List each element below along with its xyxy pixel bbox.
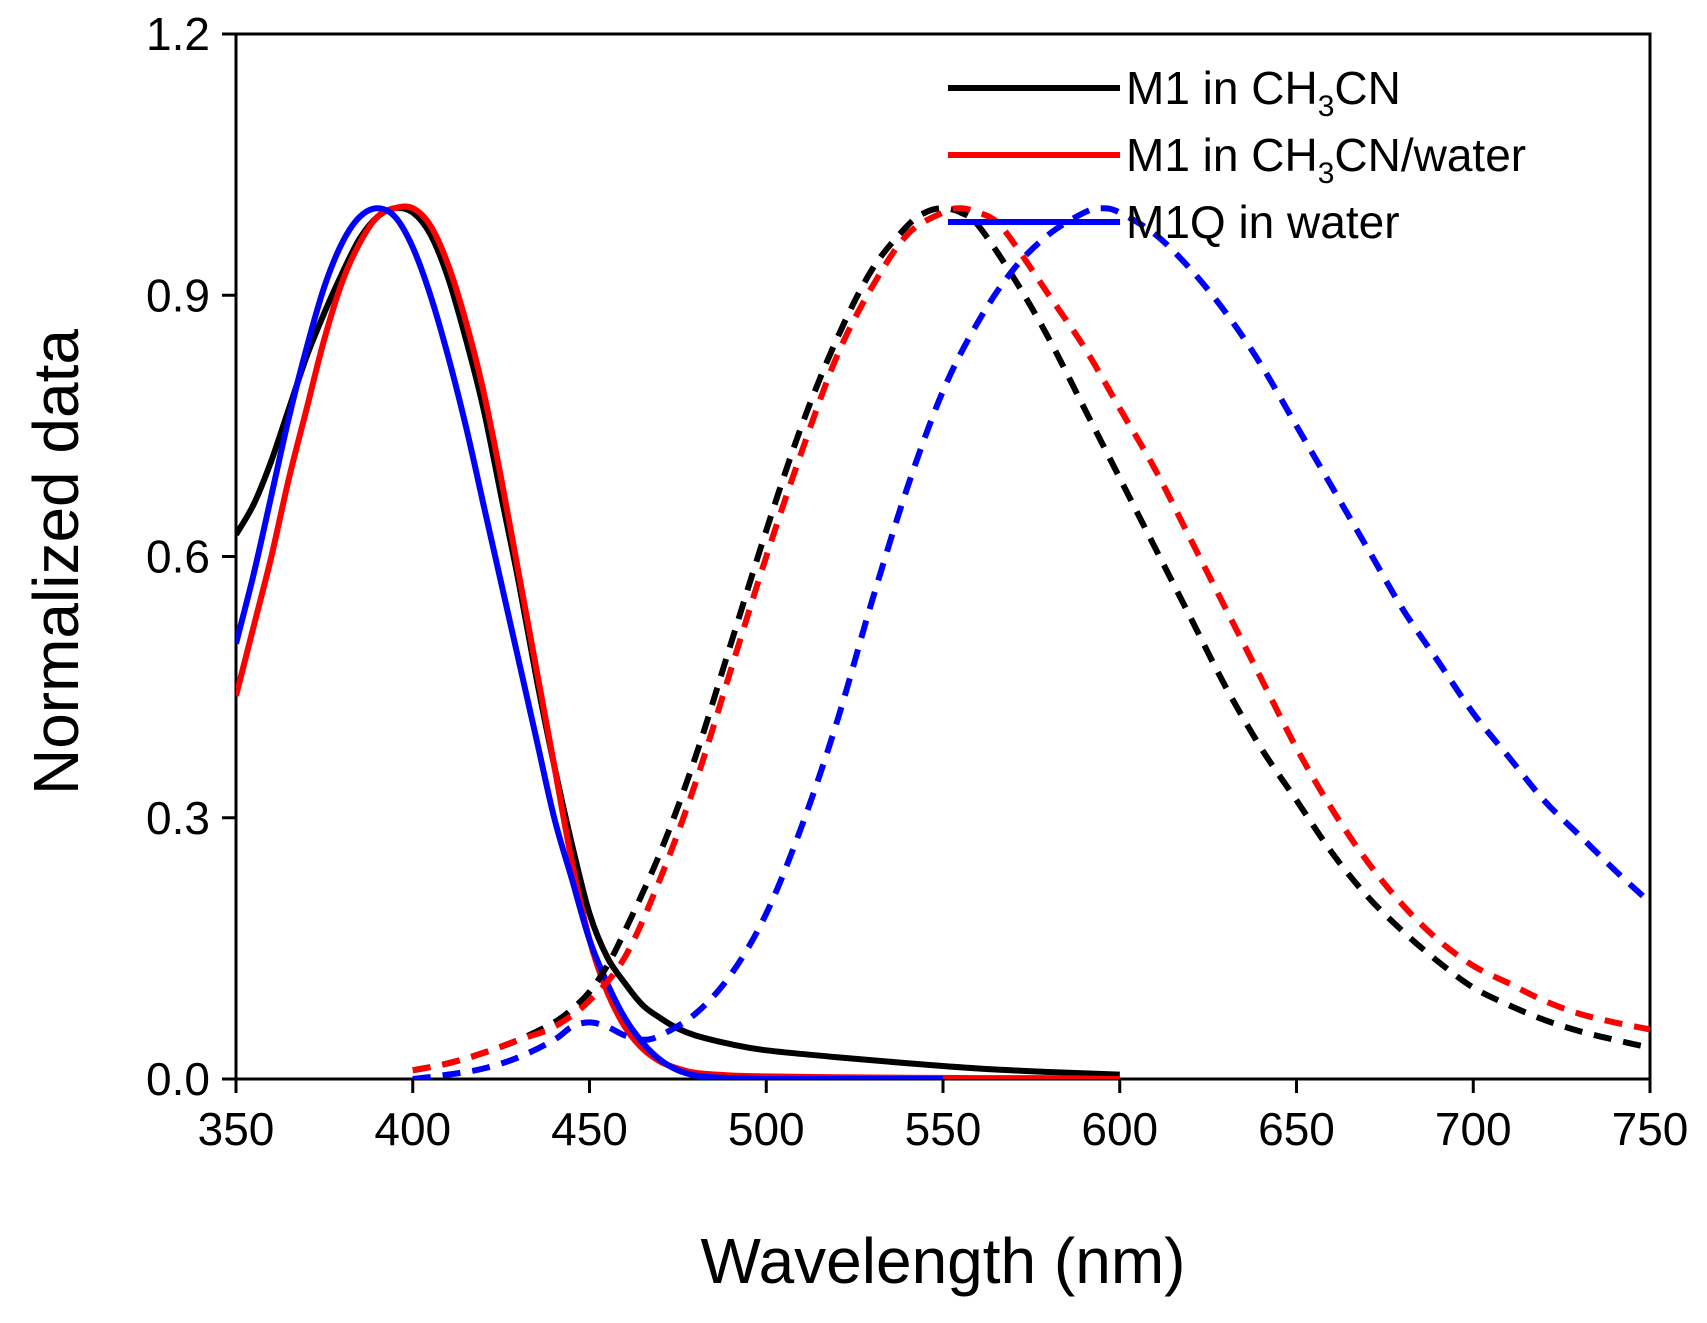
legend-label-2: M1Q in water	[1126, 196, 1400, 248]
series-line-3	[412, 205, 1650, 1074]
legend-label-part: 3	[1318, 157, 1335, 190]
x-tick-label: 350	[198, 1103, 275, 1155]
x-tick-label: 550	[905, 1103, 982, 1155]
x-axis-title: Wavelength (nm)	[701, 1225, 1186, 1297]
y-tick-label: 0.3	[146, 792, 210, 844]
legend-label-1: M1 in CH3CN/water	[1126, 129, 1526, 190]
series-line-2	[236, 205, 943, 1079]
legend-label-part: M1Q in water	[1126, 196, 1400, 248]
y-tick-label: 0.9	[146, 269, 210, 321]
legend-label-part: M1 in CH	[1126, 62, 1318, 114]
plot-frame	[234, 32, 1652, 1081]
y-axis: 0.0 0.3 0.6 0.9 1.2	[146, 8, 236, 1105]
x-tick-label: 750	[1612, 1103, 1689, 1155]
x-tick-label: 600	[1081, 1103, 1158, 1155]
legend-label-part: M1 in CH	[1126, 129, 1318, 181]
x-tick-label: 700	[1435, 1103, 1512, 1155]
series-line-5	[412, 205, 1645, 1079]
legend-label-part: 3	[1318, 90, 1335, 123]
legend-label-part: CN/water	[1334, 129, 1526, 181]
x-tick-label: 400	[374, 1103, 451, 1155]
x-axis: 350 400 450 500 550 600 650 700 750	[198, 1079, 1689, 1155]
series-layer	[236, 203, 1650, 1079]
x-tick-label: 450	[551, 1103, 628, 1155]
legend-label-0: M1 in CH3CN	[1126, 62, 1401, 123]
y-tick-label: 0.0	[146, 1053, 210, 1105]
x-tick-label: 500	[728, 1103, 805, 1155]
legend-label-part: CN	[1334, 62, 1400, 114]
y-axis-title: Normalized data	[20, 329, 92, 795]
y-tick-label: 0.6	[146, 531, 210, 583]
x-tick-label: 650	[1258, 1103, 1335, 1155]
series-line-0	[236, 204, 1120, 1078]
y-tick-label: 1.2	[146, 8, 210, 60]
series-line-1	[236, 203, 1120, 1079]
